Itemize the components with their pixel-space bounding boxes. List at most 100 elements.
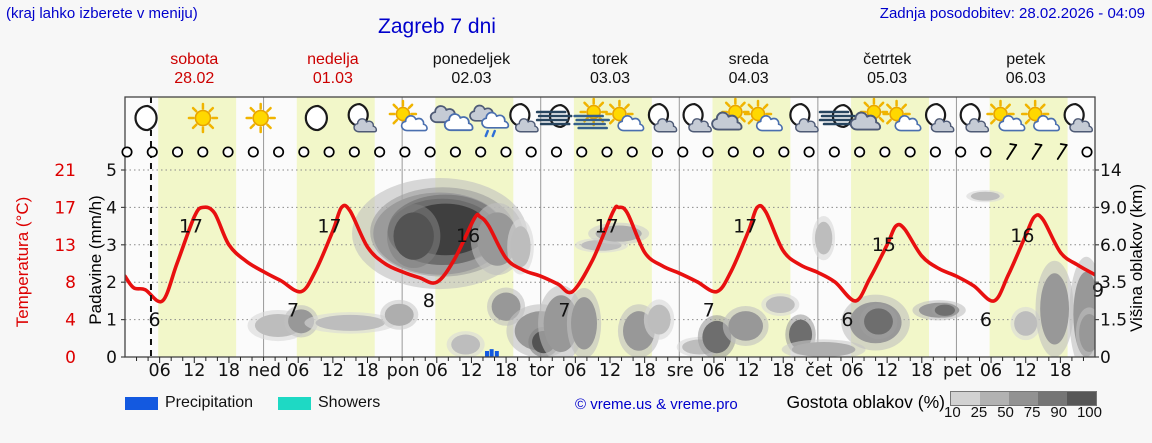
cloud-sun-icon xyxy=(849,97,889,131)
cloud-blob xyxy=(510,226,531,268)
wind-calm-icon xyxy=(323,146,335,158)
wind-calm-icon xyxy=(449,146,461,158)
wind-calm-icon xyxy=(576,146,588,158)
density-tick-label: 90 xyxy=(1050,404,1068,421)
day-name: sobota xyxy=(170,51,219,68)
day-header: torek 03.03 xyxy=(541,50,680,92)
day-date: 03.03 xyxy=(590,70,631,87)
precipitation-tick-label: 1 xyxy=(106,311,117,331)
wind-calm-icon xyxy=(601,146,613,158)
precipitation-tick-label: 5 xyxy=(106,161,117,181)
day-abbrev-label: tor xyxy=(529,361,555,381)
moon-icon xyxy=(134,104,158,132)
density-gradient-segment xyxy=(980,392,1009,405)
hour-label: 12 xyxy=(322,361,344,381)
hour-label: 12 xyxy=(460,361,482,381)
wind-calm-icon xyxy=(955,146,967,158)
wind-calm-icon xyxy=(904,146,916,158)
wind-calm-icon xyxy=(424,146,436,158)
hour-label: 18 xyxy=(772,361,794,381)
temperature-curve xyxy=(125,203,1095,304)
temperature-tick-label: 21 xyxy=(54,161,76,181)
wind-calm-icon xyxy=(803,146,815,158)
day-header: petek 06.03 xyxy=(956,50,1095,92)
page-title: Zagreb 7 dni xyxy=(378,15,496,38)
day-header: ponedeljek 02.03 xyxy=(402,50,541,92)
hour-label: 12 xyxy=(599,361,621,381)
sun-icon xyxy=(245,102,276,134)
day-date: 06.03 xyxy=(1005,70,1046,87)
hour-label: 18 xyxy=(356,361,378,381)
moon-cloud-icon xyxy=(647,102,678,133)
precipitation-tick-label: 2 xyxy=(106,273,117,293)
showers-legend-label: Showers xyxy=(318,394,381,411)
day-date: 01.03 xyxy=(312,70,353,87)
temperature-extreme-label: 17 xyxy=(179,215,203,237)
day-abbrev-label: pet xyxy=(943,361,972,381)
wind-calm-icon xyxy=(273,146,285,158)
cloud-blob xyxy=(288,309,315,334)
cloud-blob xyxy=(814,221,833,255)
cloud-height-tick-label: 9.0 xyxy=(1100,198,1127,218)
last-update-timestamp: Zadnja posodobitev: 28.02.2026 - 04:09 xyxy=(879,5,1145,22)
day-date: 28.02 xyxy=(174,70,215,87)
sun-cloud-icon xyxy=(1020,99,1061,132)
sun-cloud-icon xyxy=(743,99,783,132)
wind-calm-icon xyxy=(247,146,259,158)
day-name: torek xyxy=(592,51,628,68)
sun-icon xyxy=(187,102,219,134)
temperature-extreme-label: 17 xyxy=(595,215,619,237)
day-header: četrtek 05.03 xyxy=(818,50,957,92)
hour-label: 18 xyxy=(218,361,240,381)
temperature-extreme-label: 16 xyxy=(456,225,480,247)
wind-calm-icon xyxy=(348,146,360,158)
wind-calm-icon xyxy=(626,146,638,158)
wind-calm-icon xyxy=(828,146,840,158)
day-name: nedelja xyxy=(307,51,359,68)
temperature-extreme-label: 7 xyxy=(558,300,570,322)
day-abbrev-label: ned xyxy=(248,361,281,381)
sun-cloud-icon xyxy=(388,99,428,132)
wind-calm-icon xyxy=(475,146,487,158)
cloud-blob xyxy=(571,297,598,350)
hour-label: 06 xyxy=(149,361,171,381)
temperature-extreme-label: 6 xyxy=(980,309,992,331)
cloud-height-tick-label: 3.5 xyxy=(1100,273,1127,293)
sun-cloud-icon xyxy=(882,99,922,132)
hour-label: 18 xyxy=(1049,361,1071,381)
cloud-blob xyxy=(1040,273,1070,345)
moon-fog-icon xyxy=(535,103,573,129)
precipitation-bar xyxy=(494,351,499,357)
hour-label: 18 xyxy=(634,361,656,381)
density-tick-label: 50 xyxy=(997,404,1014,421)
cloud-blob xyxy=(315,314,385,331)
wind-arrow-icon xyxy=(1006,143,1018,160)
day-name: sreda xyxy=(728,51,769,68)
temperature-tick-label: 0 xyxy=(65,348,76,368)
wind-calm-icon xyxy=(171,146,184,158)
cloud-blob xyxy=(934,304,955,316)
cloud-sun-icon xyxy=(711,97,750,131)
wind-calm-icon xyxy=(298,146,310,158)
day-header: nedelja 01.03 xyxy=(264,50,403,92)
cloud-blob xyxy=(647,304,671,335)
precipitation-tick-label: 0 xyxy=(106,348,117,368)
temperature-tick-label: 8 xyxy=(65,273,76,293)
wind-arrow-icon xyxy=(1031,143,1043,160)
temperature-extreme-label: 15 xyxy=(872,234,896,256)
copyright-link[interactable]: © vreme.us & vreme.pro xyxy=(575,396,738,413)
menu-note: (kraj lahko izberete v meniju) xyxy=(6,5,198,22)
temperature-extreme-label: 17 xyxy=(733,215,757,237)
day-date: 02.03 xyxy=(451,70,492,87)
moon-cloud-icon xyxy=(347,102,378,133)
moon-fog-icon xyxy=(818,103,856,129)
wind-calm-icon xyxy=(222,146,234,158)
temperature-extreme-label: 8 xyxy=(423,290,435,312)
day-headers: sobota 28.02 nedelja 01.03 ponedeljek 02.03 to… xyxy=(125,50,1095,92)
day-header: sreda 04.03 xyxy=(679,50,818,92)
cloud-height-tick-label: 1.5 xyxy=(1100,311,1127,331)
cloud-blob xyxy=(791,342,856,357)
day-abbrev-label: čet xyxy=(805,361,832,381)
wind-calm-icon xyxy=(879,146,891,158)
